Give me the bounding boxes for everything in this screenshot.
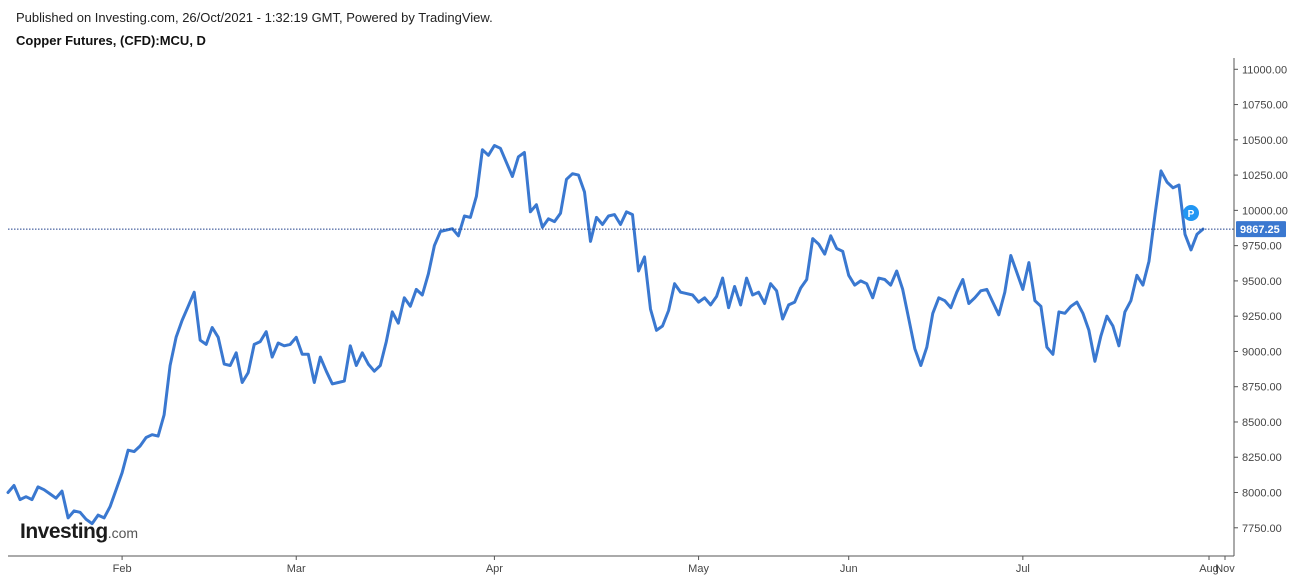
y-tick-label: 8750.00 (1242, 382, 1282, 394)
last-price-tag (1236, 221, 1286, 238)
x-tick-label: May (688, 563, 709, 575)
x-tick-label: Aug (1199, 563, 1219, 575)
y-tick-label: 8250.00 (1242, 452, 1282, 464)
chart-symbol-title: Copper Futures, (CFD):MCU, D (16, 33, 206, 48)
x-axis: FebMarAprMayJunJulAugSepOctNov (8, 555, 1235, 575)
y-tick-label: 10250.00 (1242, 170, 1288, 182)
logo-suffix: .com (107, 525, 139, 541)
y-tick-label: 7750.00 (1242, 523, 1282, 535)
x-tick-label: Jul (1016, 563, 1030, 575)
y-tick-label: 8500.00 (1242, 417, 1282, 429)
investing-logo: Investing.com (20, 520, 138, 544)
published-info: Published on Investing.com, 26/Oct/2021 … (16, 10, 493, 25)
price-series-line (6, 144, 1205, 526)
x-tick-label: Nov (1215, 563, 1235, 575)
last-price-value: 9867.25 (1240, 224, 1280, 236)
logo-main: Investing (20, 520, 108, 543)
x-tick-label: Jun (840, 563, 858, 575)
p-marker-label: P (1188, 209, 1195, 220)
y-tick-label: 9750.00 (1242, 241, 1282, 253)
x-tick-label: Apr (486, 563, 503, 575)
y-tick-label: 10000.00 (1242, 205, 1288, 217)
y-tick-label: 8000.00 (1242, 488, 1282, 500)
x-tick-label: Feb (113, 563, 132, 575)
y-axis: 7750.00 8000.00 8250.00 8500.00 8750.00 9000.… (1233, 58, 1288, 556)
overlays: 9867.25 P (8, 205, 1286, 238)
y-tick-label: 9250.00 (1242, 311, 1282, 323)
plot-area (6, 144, 1205, 526)
p-marker-icon (1183, 205, 1199, 221)
y-tick-label: 11000.00 (1242, 64, 1287, 76)
y-tick-label: 10750.00 (1242, 100, 1288, 112)
x-tick-label: Mar (287, 563, 306, 575)
y-tick-label: 9500.00 (1242, 276, 1282, 288)
y-tick-label: 10500.00 (1242, 135, 1288, 147)
y-tick-label: 9000.00 (1242, 346, 1282, 358)
